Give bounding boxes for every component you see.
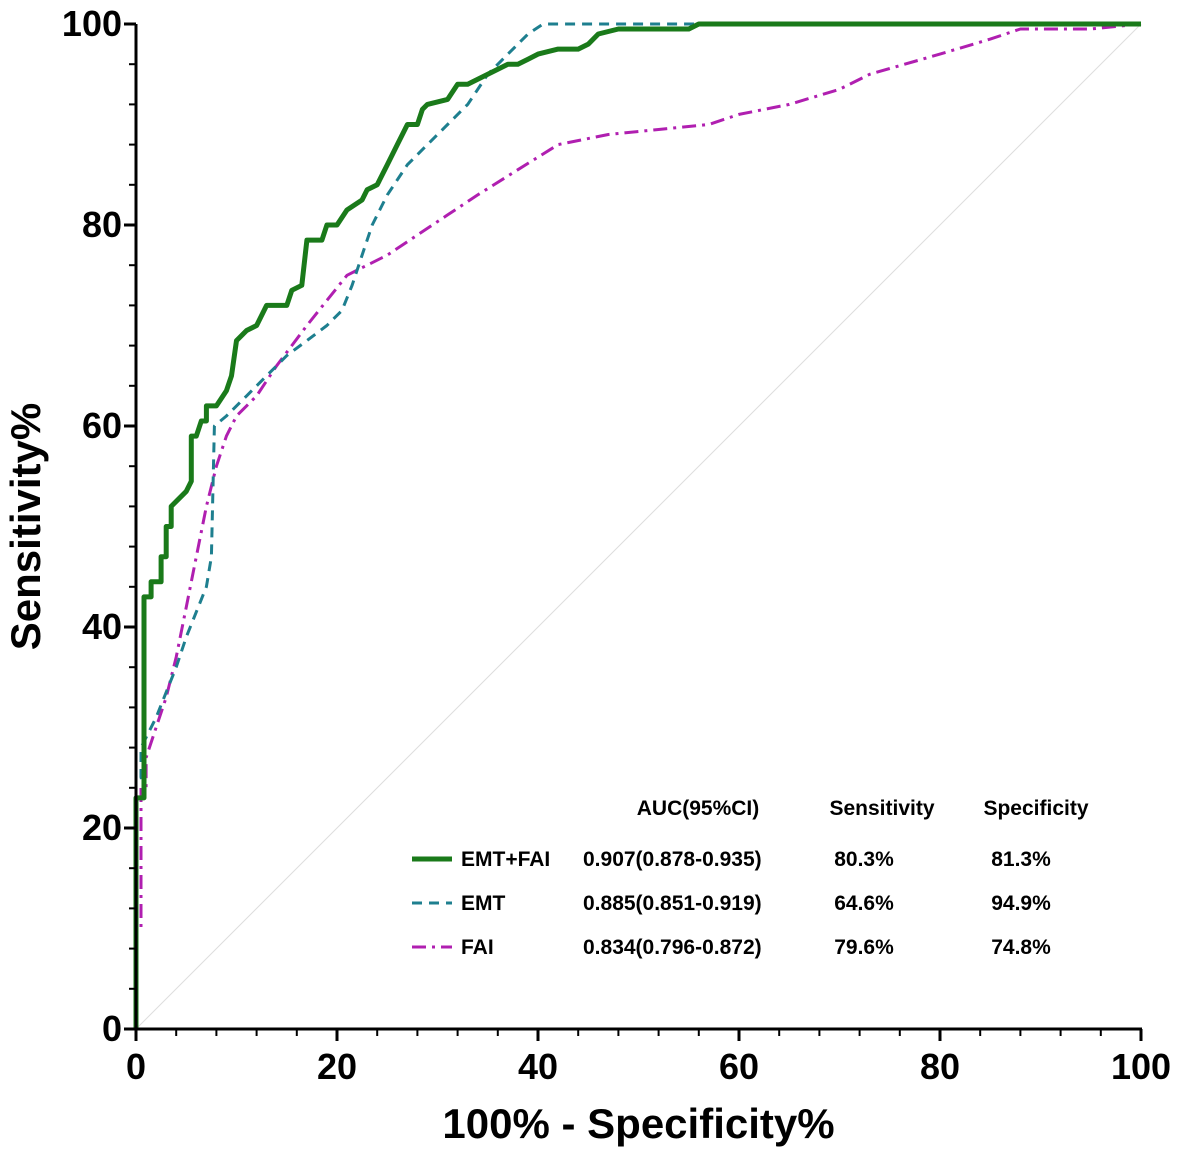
x-axis-title: 100% - Specificity% — [442, 1100, 834, 1147]
legend-auc: 0.885(0.851-0.919) — [583, 892, 762, 915]
legend-specificity: 94.9% — [991, 892, 1051, 915]
y-axis-title: Sensitivity% — [2, 403, 49, 650]
legend-sensitivity: 79.6% — [834, 936, 894, 959]
legend-auc: 0.834(0.796-0.872) — [583, 936, 762, 959]
x-tick-label: 20 — [317, 1046, 357, 1087]
x-tick-label: 100 — [1111, 1046, 1171, 1087]
legend-specificity: 81.3% — [991, 848, 1051, 871]
series-line-fai — [134, 22, 1142, 1029]
legend-series-name: EMT+FAI — [461, 848, 550, 871]
legend-header: Sensitivity — [829, 797, 934, 820]
y-tick-label: 0 — [102, 1008, 122, 1049]
y-tick-label: 100 — [62, 3, 122, 44]
y-tick-label: 20 — [82, 807, 122, 848]
plot-area — [133, 21, 1142, 1030]
y-tick-label: 80 — [82, 204, 122, 245]
legend-header: AUC(95%CI) — [637, 797, 760, 820]
x-tick-label: 40 — [518, 1046, 558, 1087]
x-tick-label: 80 — [920, 1046, 960, 1087]
legend-series-name: EMT — [461, 892, 506, 915]
legend-header: Specificity — [983, 797, 1088, 820]
axes: 0 20 40 60 80 100 0 20 40 60 80 100 — [62, 3, 1171, 1087]
legend-table: AUC(95%CI) Sensitivity Specificity EMT+FAI 0… — [412, 797, 1089, 959]
x-tick-label: 0 — [126, 1046, 146, 1087]
legend-specificity: 74.8% — [991, 936, 1051, 959]
legend-auc: 0.907(0.878-0.935) — [583, 848, 762, 871]
legend-sensitivity: 80.3% — [834, 848, 894, 871]
legend-series-name: FAI — [461, 936, 494, 959]
y-tick-label: 60 — [82, 405, 122, 446]
series-line-emt-fai — [133, 21, 1141, 1029]
x-tick-label: 60 — [719, 1046, 759, 1087]
legend-sensitivity: 64.6% — [834, 892, 894, 915]
y-tick-label: 40 — [82, 606, 122, 647]
reference-diagonal — [135, 23, 1142, 1030]
series-line-emt — [134, 22, 1141, 1029]
